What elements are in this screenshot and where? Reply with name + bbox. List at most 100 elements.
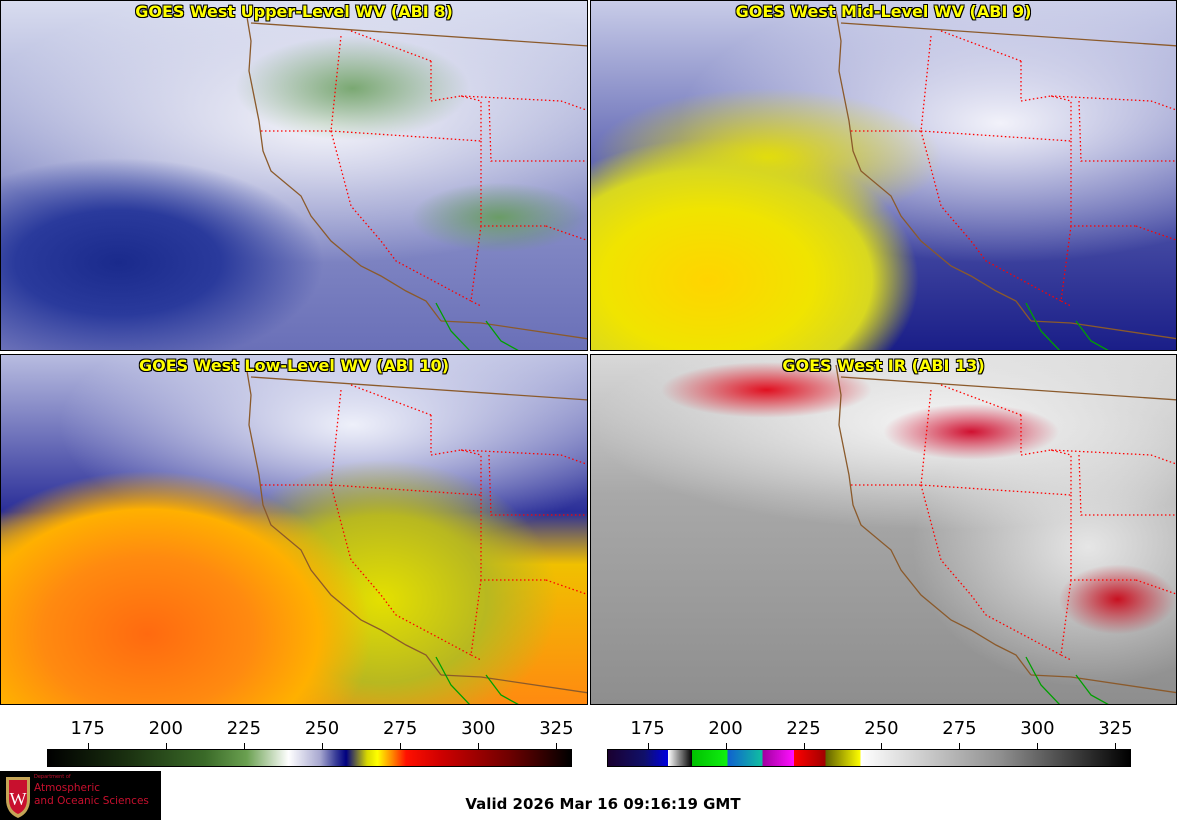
state-border [1020,61,1052,102]
state-border [488,454,587,516]
canada-border [250,22,587,47]
wv-colorbar-tick-label: 300 [461,718,496,739]
state-border [261,35,342,132]
wv-colorbar-tick-label: 225 [226,718,262,739]
aos-logo: W Department of Atmospheric and Oceanic … [0,771,161,820]
logo-line1: Department of [34,774,71,780]
mexico-border [440,320,587,340]
state-border [470,225,482,307]
state-border [330,449,482,496]
state-border [430,61,462,102]
ir-colorbar-tick [881,743,883,749]
wv-colorbar-tick-label: 275 [382,718,418,739]
state-border [1050,95,1176,111]
map-borders [245,10,587,350]
ir-colorbar-tick-label: 300 [1020,718,1055,739]
low-level-wv-panel: GOES West Low-Level WV (ABI 10) [0,354,588,705]
ir-colorbar-tick [1037,743,1039,749]
uw-crest-icon: W [6,777,30,818]
state-border [940,30,1022,62]
map-borders [245,364,587,704]
state-border [920,484,1062,656]
canada-border [840,376,1176,401]
ir-colorbar-tick [959,743,961,749]
svg-text:W: W [10,789,27,809]
canada-border [840,22,1176,47]
state-border [1020,415,1052,456]
upper-level-wv-panel: GOES West Upper-Level WV (ABI 8) [0,0,588,351]
state-border [1078,454,1176,516]
ir-colorbar-tick [725,743,727,749]
state-border [851,35,932,132]
mexico-coastline [1025,302,1060,350]
coastline [245,10,442,322]
state-border [920,95,1072,142]
ir-panel: GOES West IR (ABI 13) [590,354,1177,705]
wv-colorbar-tick [478,743,480,749]
ir-colorbar-tick-label: 175 [630,718,665,739]
state-border [545,579,587,595]
state-border [261,389,342,486]
state-border [330,95,482,142]
state-border [1060,225,1072,307]
coastline [835,364,1032,676]
gulf-coastline [1075,320,1109,350]
wv-colorbar-tick [165,743,167,749]
state-border [460,95,587,111]
state-border [920,130,1062,302]
wv-colorbar-tick [243,743,245,749]
mexico-border [1030,674,1176,694]
canada-border [250,376,587,401]
state-border [1060,579,1072,661]
state-border [330,130,472,302]
wv-colorbar-tick [400,743,402,749]
mexico-coastline [435,656,470,704]
logo-line2: Atmospheric [34,782,101,794]
ir-colorbar [607,749,1131,767]
logo-line3: and Oceanic Sciences [34,795,149,807]
ir-colorbar-tick-label: 325 [1098,718,1133,739]
ir-colorbar-tick-label: 275 [942,718,977,739]
ir-colorbar-tick [647,743,649,749]
ir-colorbar-tick [803,743,805,749]
state-border [545,225,587,241]
wv-colorbar-tick [556,743,558,749]
mexico-border [1030,320,1176,340]
gulf-coastline [1075,674,1109,704]
state-border [940,384,1022,416]
panel-title: GOES West IR (ABI 13) [782,356,985,375]
state-border [488,100,587,162]
wv-colorbar-tick-label: 175 [70,718,105,739]
state-border [350,30,432,62]
ir-colorbar-tick-label: 200 [708,718,743,739]
map-borders [835,10,1176,350]
panel-title: GOES West Low-Level WV (ABI 10) [138,356,449,375]
ir-colorbar-tick [1115,743,1117,749]
state-border [430,415,462,456]
wv-colorbar-tick-label: 325 [539,718,574,739]
map-borders [835,364,1176,704]
ir-colorbar-tick-label: 250 [864,718,899,739]
wv-colorbar-tick [322,743,323,749]
state-border [851,389,932,486]
mexico-border [440,674,587,694]
state-border [1135,579,1176,595]
panel-title: GOES West Upper-Level WV (ABI 8) [135,2,453,21]
mexico-coastline [1025,656,1060,704]
mexico-coastline [435,302,470,350]
coastline [245,364,442,676]
state-border [330,484,472,656]
state-border [1078,100,1176,162]
wv-colorbar-tick-label: 250 [304,718,340,739]
state-border [920,449,1072,496]
coastline [835,10,1032,322]
wv-colorbar-tick [87,743,89,749]
state-border [1050,449,1176,465]
wv-colorbar-tick-label: 200 [148,718,183,739]
ir-colorbar-tick-label: 225 [786,718,821,739]
valid-time: Valid 2026 Mar 16 09:16:19 GMT [465,795,741,813]
state-border [470,579,482,661]
state-border [460,449,587,465]
gulf-coastline [485,674,519,704]
panel-title: GOES West Mid-Level WV (ABI 9) [735,2,1032,21]
